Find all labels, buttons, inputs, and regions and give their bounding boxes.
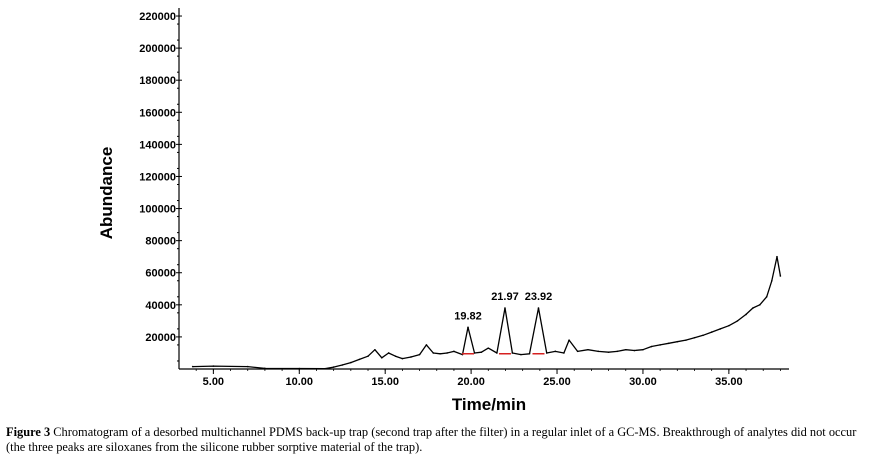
data-point xyxy=(410,356,412,358)
data-point xyxy=(745,313,747,316)
caption-label: Figure 3 xyxy=(6,425,51,439)
data-point xyxy=(607,351,610,353)
peak-label: 19.82 xyxy=(454,310,482,322)
data-point xyxy=(667,342,670,345)
peak-label: 23.92 xyxy=(525,291,553,303)
data-point xyxy=(511,352,514,354)
data-point xyxy=(779,275,782,277)
x-tick-label: 5.00 xyxy=(203,376,224,388)
series-line xyxy=(192,256,782,370)
plot-area xyxy=(191,255,782,370)
y-tick-label: 80000 xyxy=(145,236,176,248)
y-tick-label: 60000 xyxy=(145,268,176,280)
data-point xyxy=(624,348,627,351)
x-tick-label: 15.00 xyxy=(371,376,399,388)
data-point xyxy=(418,353,421,356)
data-point xyxy=(487,347,490,349)
data-point xyxy=(719,328,722,330)
data-point xyxy=(473,352,476,354)
data-point xyxy=(394,355,397,357)
y-tick-label: 120000 xyxy=(139,171,176,183)
data-point xyxy=(568,339,570,341)
data-point xyxy=(324,367,326,370)
peak-labels: 19.82 21.97 23.92 xyxy=(454,291,552,322)
x-tick-label: 10.00 xyxy=(286,376,314,388)
caption-text: Chromatogram of a desorbed multichannel … xyxy=(6,425,857,454)
data-point xyxy=(480,351,483,353)
data-point xyxy=(576,350,579,353)
data-point xyxy=(616,350,618,353)
data-point xyxy=(563,352,565,354)
data-point xyxy=(425,344,428,346)
data-point xyxy=(587,348,589,351)
x-axis: 5.00 10.00 15.00 20.00 25.00 30.00 35.00 xyxy=(179,368,789,388)
y-tick-label: 140000 xyxy=(139,139,176,151)
data-point xyxy=(642,348,644,351)
data-point xyxy=(685,339,687,341)
data-point xyxy=(367,355,369,357)
x-tick-label: 35.00 xyxy=(715,376,743,388)
data-point xyxy=(358,358,361,361)
data-point xyxy=(341,364,344,366)
data-point xyxy=(401,357,404,360)
y-tick-label: 180000 xyxy=(139,75,176,87)
data-point xyxy=(771,279,773,282)
data-point xyxy=(765,296,768,298)
y-tick-label: 200000 xyxy=(139,43,176,55)
data-point xyxy=(380,356,383,359)
data-point xyxy=(298,367,301,370)
data-point xyxy=(246,365,249,368)
y-tick-label: 20000 xyxy=(145,332,176,344)
data-point xyxy=(332,366,335,368)
data-point xyxy=(676,340,679,343)
chromatogram-chart: 20000 40000 60000 80000 100000 120000 140000 16… xyxy=(97,8,789,414)
y-axis: 20000 40000 60000 80000 100000 120000 140000 16… xyxy=(139,8,182,369)
data-point xyxy=(350,361,352,364)
data-point xyxy=(728,324,730,327)
data-point xyxy=(702,334,704,337)
x-axis-title: Time/min xyxy=(452,395,526,414)
data-point xyxy=(537,307,540,309)
data-point xyxy=(528,352,531,355)
data-point xyxy=(650,345,653,348)
y-tick-label: 220000 xyxy=(139,11,176,23)
y-axis-title: Abundance xyxy=(97,147,116,240)
data-point xyxy=(504,307,506,309)
data-point xyxy=(496,352,498,354)
data-point xyxy=(736,320,739,322)
data-point xyxy=(597,350,600,353)
y-tick-label: 160000 xyxy=(139,107,176,119)
data-point xyxy=(752,307,754,309)
data-point xyxy=(710,331,713,333)
data-point xyxy=(264,367,266,370)
data-point xyxy=(776,255,778,258)
data-point xyxy=(439,352,441,355)
x-tick-label: 25.00 xyxy=(543,376,571,388)
data-point xyxy=(453,350,455,353)
figure-caption: Figure 3 Chromatogram of a desorbed mult… xyxy=(6,425,870,455)
data-point xyxy=(374,348,376,351)
data-point xyxy=(659,344,661,346)
data-point xyxy=(545,352,548,354)
data-point xyxy=(520,353,522,356)
data-point xyxy=(191,365,194,368)
data-point xyxy=(467,326,469,329)
data-point xyxy=(758,304,761,306)
data-point xyxy=(554,350,557,353)
x-tick-label: 30.00 xyxy=(629,376,657,388)
x-tick-label: 20.00 xyxy=(457,376,485,388)
data-point xyxy=(432,352,435,354)
data-point xyxy=(446,352,448,354)
peak-label: 21.97 xyxy=(491,291,519,303)
y-tick-label: 100000 xyxy=(139,204,176,216)
data-point xyxy=(693,336,696,339)
data-point xyxy=(212,365,215,367)
data-point xyxy=(633,349,636,352)
data-point xyxy=(387,352,390,354)
y-tick-label: 40000 xyxy=(145,300,176,312)
